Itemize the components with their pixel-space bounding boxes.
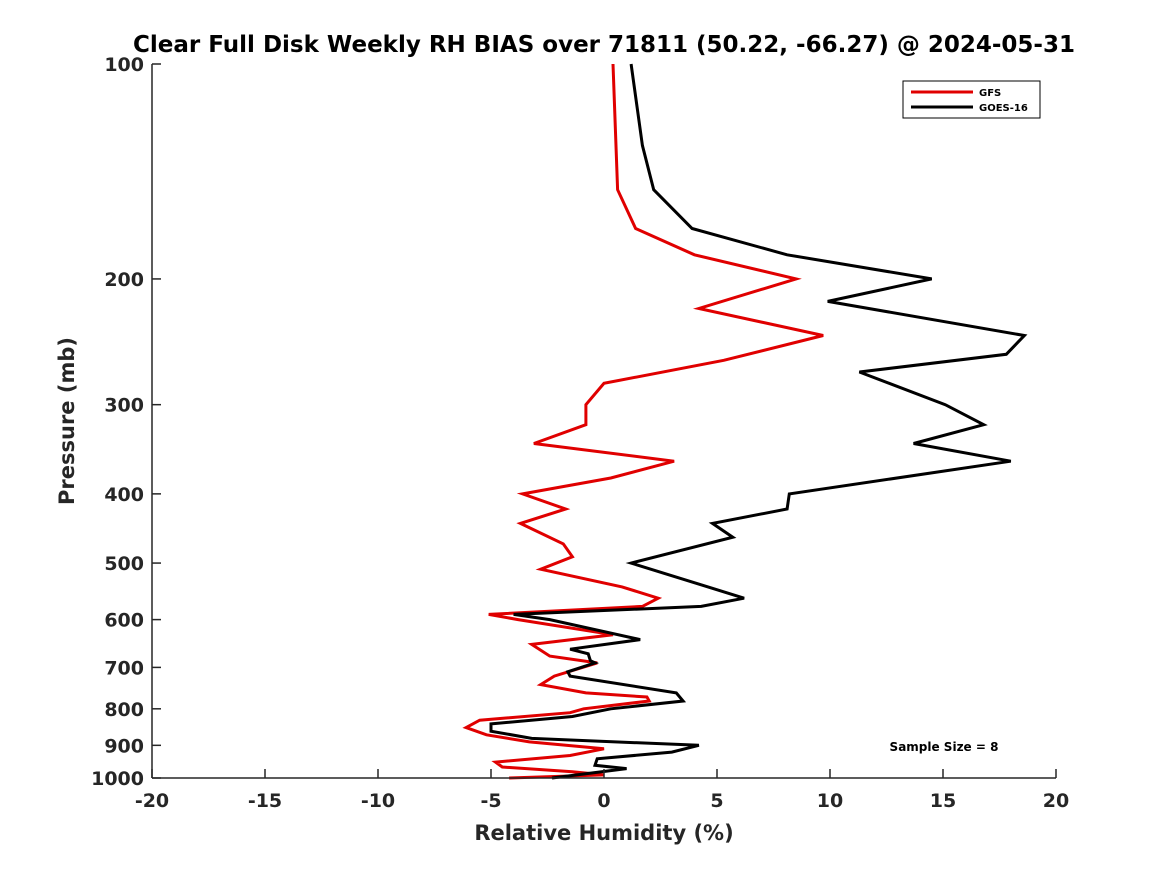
y-tick-label: 800: [104, 699, 144, 721]
legend-label: GOES-16: [979, 103, 1028, 114]
x-axis-label: Relative Humidity (%): [474, 821, 733, 845]
y-tick-label: 500: [104, 553, 144, 575]
series-layer: [462, 63, 1028, 780]
y-tick-label: 400: [104, 484, 144, 506]
y-tick-label: 100: [104, 54, 144, 76]
y-tick-label: 1000: [91, 768, 144, 790]
axes-layer: -20 -15 -10 -5 0 5 10 15 20 100 200 300 400 500 600 700…: [91, 54, 1069, 812]
sample-size-annotation: Sample Size = 8: [890, 740, 999, 754]
chart-title: Clear Full Disk Weekly RH BIAS over 7181…: [133, 32, 1075, 58]
x-tick-label: -5: [480, 790, 501, 812]
x-tick-label: 15: [930, 790, 956, 812]
y-tick-label: 600: [104, 610, 144, 632]
x-tick-label: -10: [361, 790, 395, 812]
x-tick-label: -15: [248, 790, 282, 812]
y-tick-label: 300: [104, 395, 144, 417]
x-tick-label: 5: [710, 790, 723, 812]
x-tick-label: 10: [817, 790, 843, 812]
y-axis-label: Pressure (mb): [55, 337, 79, 505]
x-tick-label: 20: [1043, 790, 1069, 812]
x-tick-label: 0: [597, 790, 610, 812]
legend: GFS GOES-16: [902, 80, 1041, 119]
x-tick-label: -20: [135, 790, 169, 812]
y-tick-label: 200: [104, 269, 144, 291]
y-tick-label: 900: [104, 735, 144, 757]
plot-area: [152, 64, 1056, 778]
series-line-goes-16: [489, 63, 1028, 780]
series-line-gfs: [462, 63, 824, 780]
legend-box: [902, 80, 1041, 119]
legend-label: GFS: [979, 88, 1001, 99]
y-tick-label: 700: [104, 657, 144, 679]
